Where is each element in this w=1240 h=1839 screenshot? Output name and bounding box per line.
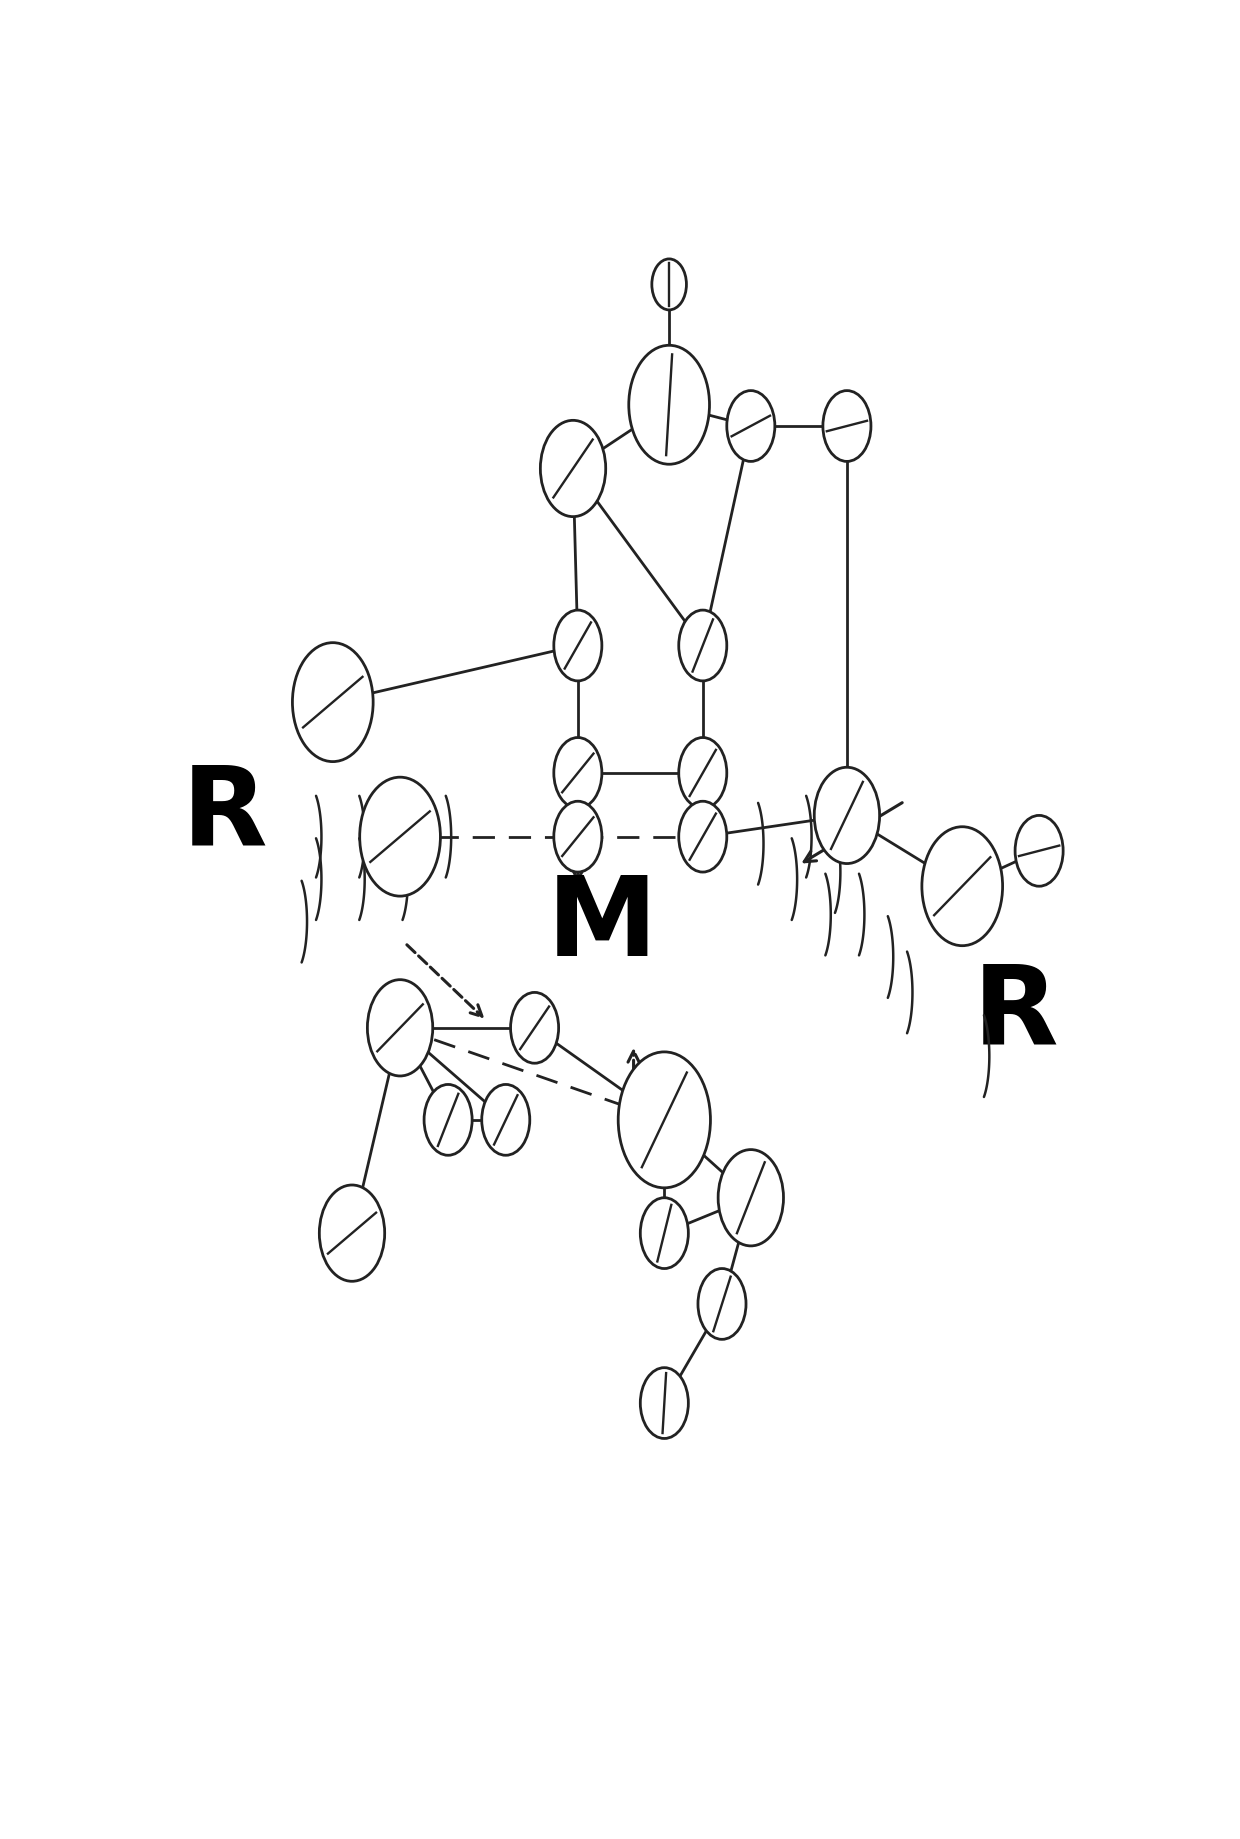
Circle shape [293,642,373,761]
Circle shape [640,1368,688,1438]
Circle shape [921,828,1003,945]
Text: R: R [972,960,1058,1067]
Text: R: R [181,761,267,868]
Circle shape [678,802,727,872]
Circle shape [629,346,709,463]
Circle shape [652,259,687,311]
Circle shape [367,980,433,1076]
Circle shape [554,737,601,809]
Circle shape [678,611,727,680]
Circle shape [320,1184,384,1282]
Circle shape [481,1085,529,1155]
Circle shape [424,1085,472,1155]
Circle shape [511,993,558,1063]
Circle shape [1016,815,1063,886]
Circle shape [360,778,440,896]
Circle shape [554,802,601,872]
Circle shape [541,421,605,517]
Circle shape [698,1269,746,1339]
Circle shape [727,390,775,462]
Circle shape [823,390,870,462]
Circle shape [678,737,727,809]
Circle shape [554,611,601,680]
Circle shape [718,1149,784,1245]
Circle shape [640,1197,688,1269]
Circle shape [815,767,879,864]
Circle shape [619,1052,711,1188]
Text: M: M [547,872,657,980]
